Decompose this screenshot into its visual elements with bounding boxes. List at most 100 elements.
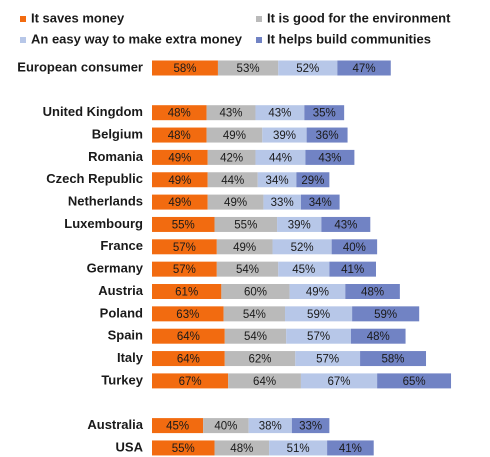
bar-segment — [152, 440, 215, 456]
bar-segment — [152, 351, 225, 367]
category-label: USA — [116, 439, 144, 454]
bar-segment — [285, 306, 353, 322]
bar-segment — [257, 172, 297, 188]
bar-segment — [300, 373, 378, 389]
bar-segment — [277, 216, 322, 232]
bar-segment — [152, 60, 218, 76]
bar-segment — [152, 306, 224, 322]
bar-segment — [278, 60, 338, 76]
bar-segment — [327, 440, 374, 456]
value-label: 48% — [168, 130, 191, 142]
bar-segment — [207, 149, 256, 165]
value-label: 52% — [291, 242, 314, 254]
value-label: 49% — [233, 242, 256, 254]
category-label: United Kingdom — [43, 104, 143, 119]
category-label: France — [100, 238, 143, 253]
value-label: 47% — [353, 63, 376, 75]
value-label: 41% — [341, 264, 364, 276]
bar-segment — [304, 105, 345, 121]
value-label: 34% — [309, 197, 332, 209]
bar-segment — [207, 172, 258, 188]
category-label: Luxembourg — [64, 216, 143, 231]
category-label: Belgium — [92, 126, 143, 141]
bar-segment — [207, 194, 264, 210]
legend-label: It helps build communities — [267, 31, 431, 46]
category-label: Poland — [100, 305, 143, 320]
bar-segment — [255, 105, 305, 121]
value-label: 49% — [168, 175, 191, 187]
bar-segment — [291, 418, 330, 434]
value-label: 49% — [168, 197, 191, 209]
value-label: 49% — [224, 197, 247, 209]
value-label: 49% — [306, 287, 329, 299]
value-label: 63% — [176, 309, 199, 321]
value-label: 49% — [168, 152, 191, 164]
bar-segment — [214, 216, 278, 232]
value-label: 54% — [236, 264, 259, 276]
bar-segment — [152, 105, 207, 121]
value-label: 59% — [374, 309, 397, 321]
bar-segment — [214, 440, 270, 456]
bar-segment — [152, 172, 208, 188]
value-label: 39% — [288, 219, 311, 231]
value-label: 34% — [266, 175, 289, 187]
bar-segment — [152, 127, 207, 143]
category-label: European consumer — [17, 59, 143, 74]
bar-segment — [300, 194, 340, 210]
bar-segment — [289, 284, 346, 299]
value-label: 38% — [259, 421, 282, 433]
legend-swatch — [256, 16, 262, 22]
value-label: 58% — [382, 354, 405, 366]
value-label: 55% — [172, 443, 195, 455]
bar-segment — [221, 284, 290, 299]
value-label: 43% — [334, 219, 357, 231]
value-label: 54% — [243, 309, 266, 321]
bar-segment — [263, 194, 301, 210]
legend-label: It is good for the environment — [267, 10, 451, 25]
value-label: 33% — [271, 197, 294, 209]
bar-segment — [377, 373, 452, 389]
bar-segment — [223, 306, 286, 322]
value-label: 43% — [220, 108, 243, 120]
value-label: 48% — [168, 108, 191, 120]
bar-segment — [269, 440, 328, 456]
bar-segment — [152, 284, 222, 299]
bar-segment — [337, 60, 391, 76]
value-label: 53% — [237, 63, 260, 75]
value-label: 61% — [175, 287, 198, 299]
category-label: Australia — [87, 417, 143, 432]
value-label: 54% — [244, 331, 267, 343]
bar-segment — [152, 261, 217, 277]
bar-segment — [216, 261, 279, 277]
bar-segment — [152, 328, 225, 344]
value-label: 44% — [269, 152, 292, 164]
value-label: 51% — [287, 443, 310, 455]
value-label: 43% — [268, 108, 291, 120]
value-label: 40% — [214, 421, 237, 433]
bar-segment — [286, 328, 351, 344]
value-label: 52% — [296, 63, 319, 75]
value-label: 65% — [403, 376, 426, 388]
bar-segment — [152, 194, 208, 210]
bar-segment — [306, 127, 348, 143]
value-label: 57% — [316, 354, 339, 366]
bar-segment — [329, 261, 376, 277]
value-label: 60% — [244, 287, 267, 299]
bar-segment — [262, 127, 307, 143]
bar-segment — [305, 149, 355, 165]
value-label: 64% — [253, 376, 276, 388]
bar-segment — [206, 127, 263, 143]
bar-segment — [350, 328, 406, 344]
bar-segment — [248, 418, 292, 434]
value-label: 55% — [234, 219, 257, 231]
bar-segment — [360, 351, 427, 367]
value-label: 48% — [230, 443, 253, 455]
value-label: 64% — [177, 331, 200, 343]
value-label: 57% — [173, 264, 196, 276]
bar-segment — [228, 373, 301, 389]
value-label: 45% — [292, 264, 315, 276]
bar-segment — [152, 418, 204, 434]
value-label: 55% — [172, 219, 195, 231]
bar-segment — [255, 149, 306, 165]
bar-segment — [296, 172, 330, 188]
